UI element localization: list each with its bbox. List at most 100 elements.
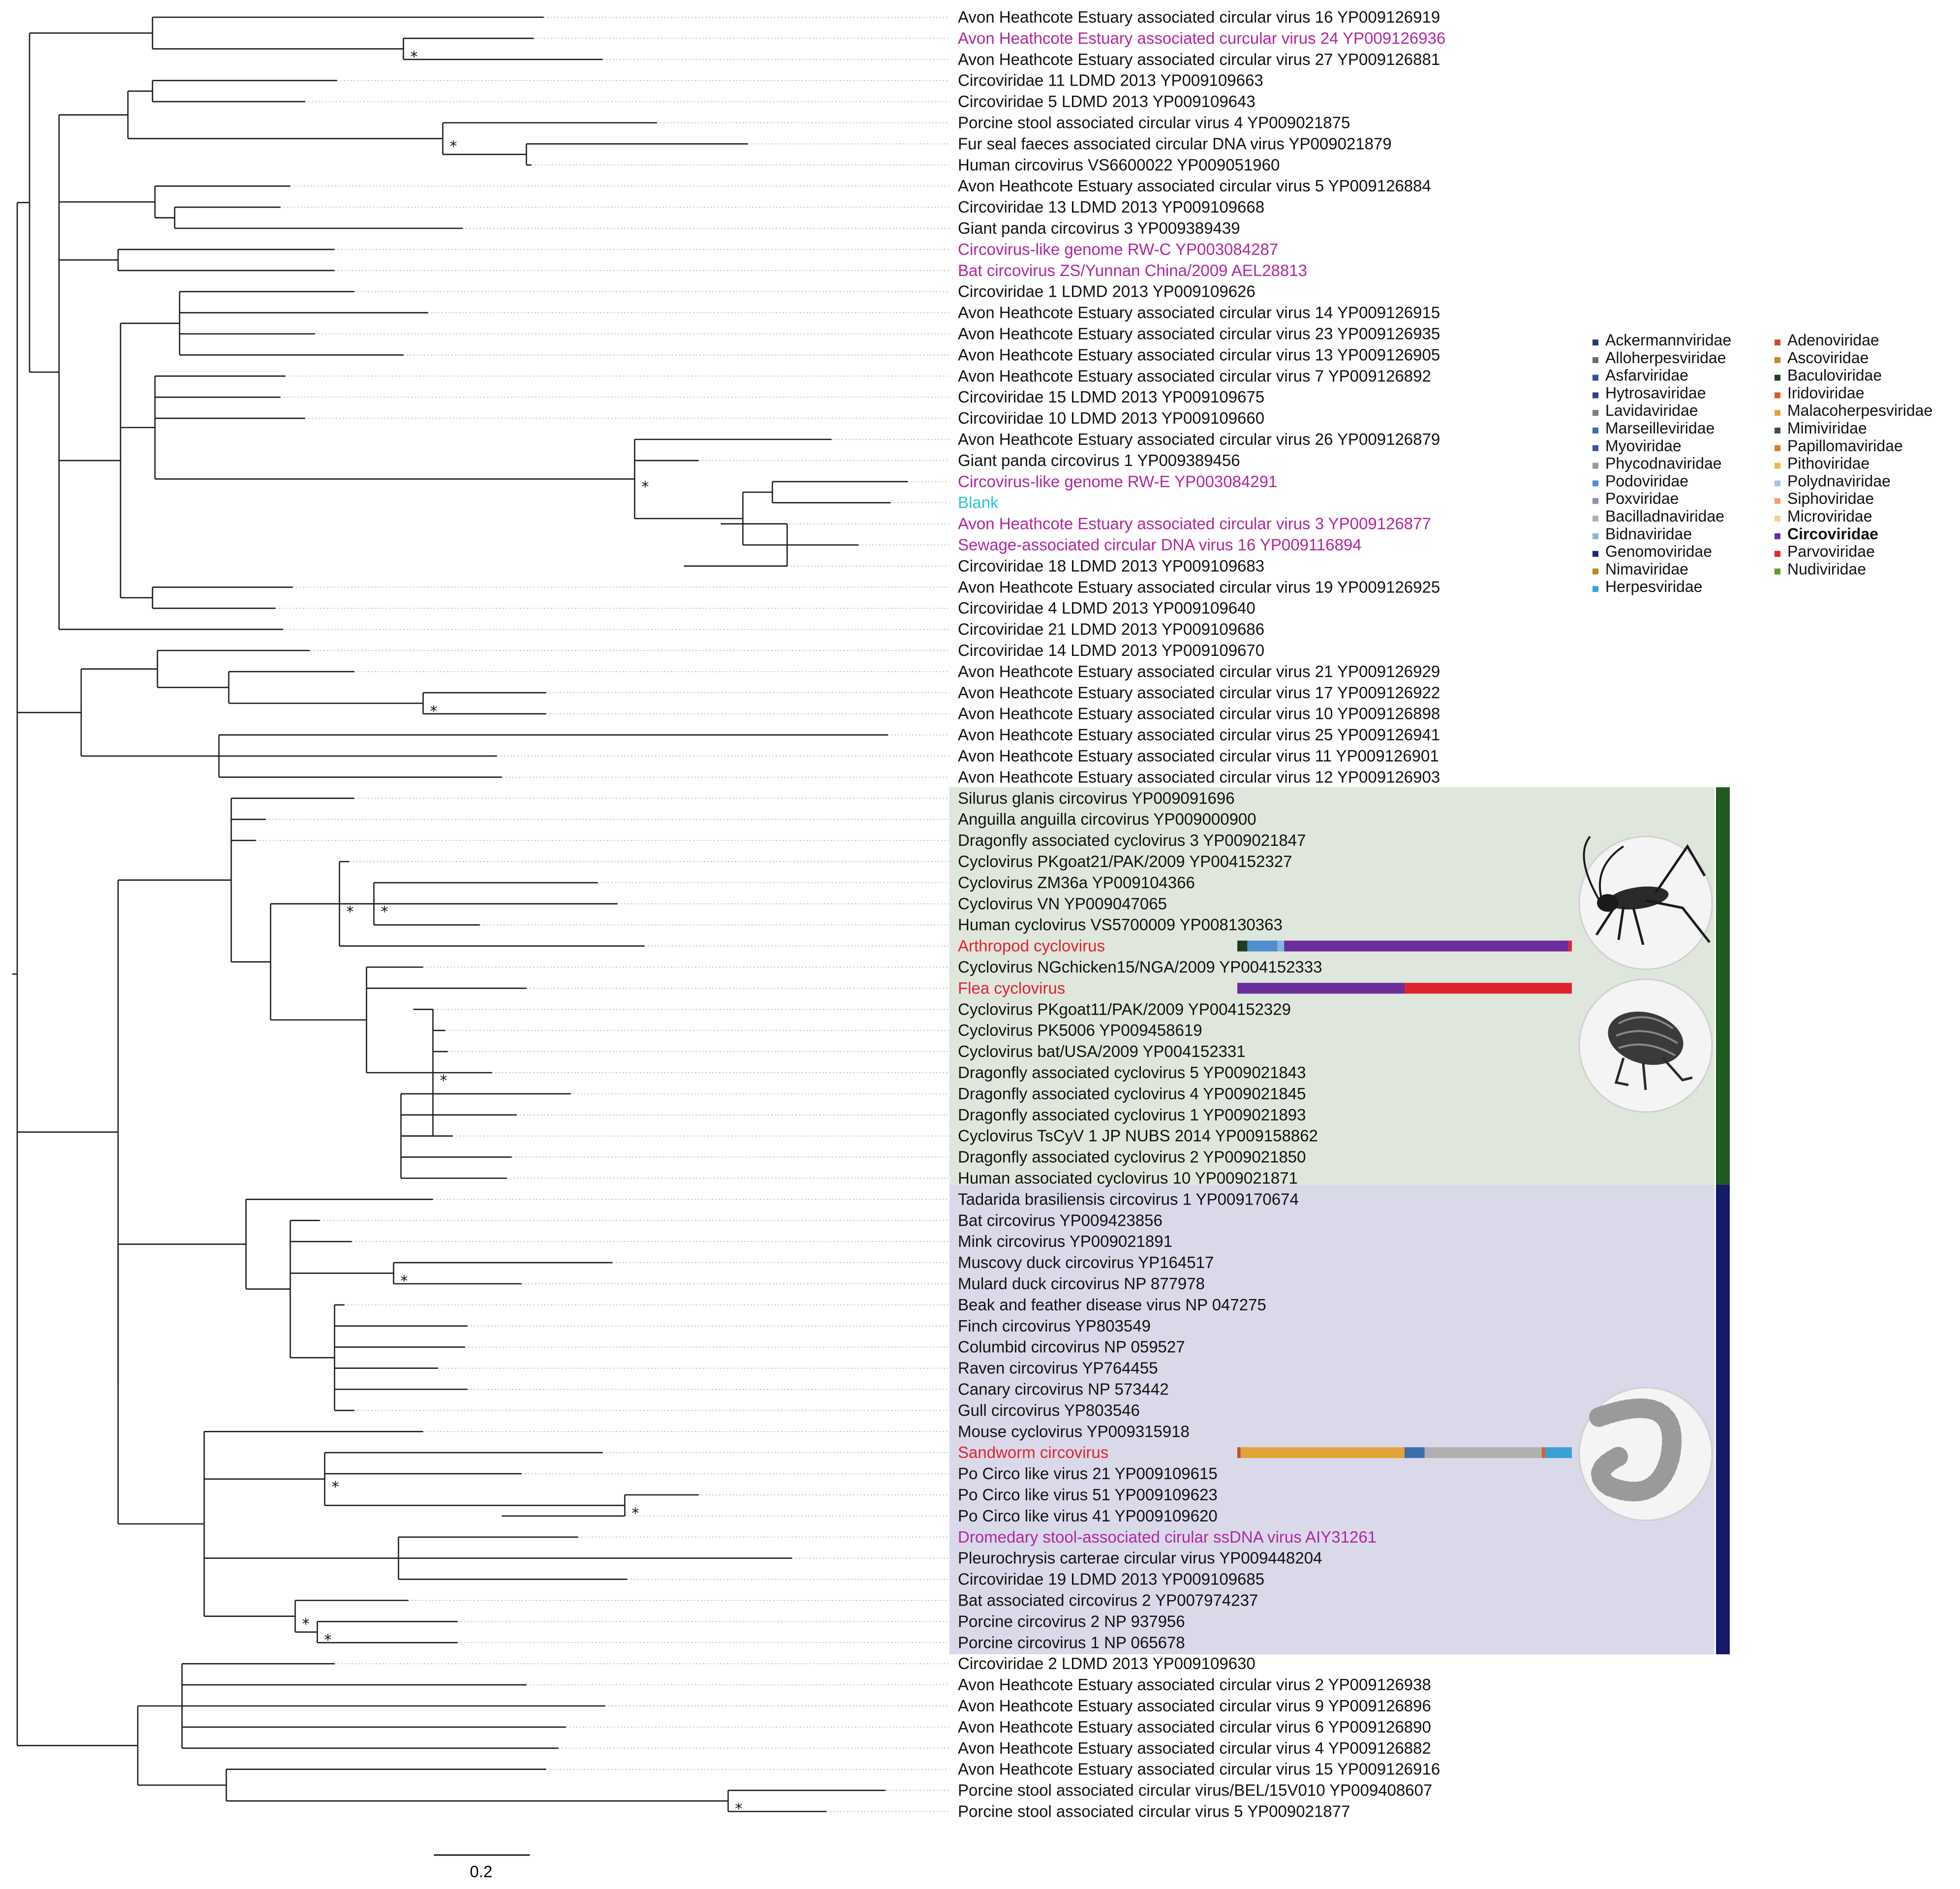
bar-segment-parvoviridae: [1568, 940, 1572, 952]
legend-label: Lavidaviridae: [1605, 402, 1698, 419]
taxon-label: Cyclovirus PKgoat21/PAK/2009 YP004152327: [958, 852, 1292, 870]
legend-label: Podoviridae: [1605, 472, 1688, 490]
taxon-label: Circoviridae 2 LDMD 2013 YP009109630: [958, 1654, 1256, 1672]
legend-label: Alloherpesviridae: [1605, 349, 1726, 367]
taxon-label: Cyclovirus NGchicken15/NGA/2009 YP004152…: [958, 958, 1322, 976]
legend-swatch: [1592, 568, 1598, 575]
taxon-label: Circoviridae 15 LDMD 2013 YP009109675: [958, 388, 1264, 406]
legend-label: Papillomaviridae: [1787, 437, 1903, 455]
taxon-label: Avon Heathcote Estuary associated circul…: [958, 726, 1440, 744]
taxon-label: Porcine circovirus 1 NP 065678: [958, 1633, 1185, 1651]
leader-lines: [256, 17, 949, 1812]
taxon-label: Cyclovirus VN YP009047065: [958, 895, 1167, 913]
taxon-label: Avon Heathcote Estuary associated circul…: [958, 662, 1440, 681]
legend-swatch: [1775, 392, 1780, 399]
legend-swatch: [1592, 392, 1598, 399]
support-star: *: [302, 1616, 309, 1633]
taxon-label: Cyclovirus PK5006 YP009458619: [958, 1021, 1202, 1039]
taxon-label: Raven circovirus YP764455: [958, 1359, 1158, 1377]
legend-label: Bacilladnaviridae: [1605, 507, 1724, 525]
taxon-label: Avon Heathcote Estuary associated circul…: [958, 1675, 1431, 1694]
bar-segment-herpesviridae: [1545, 1447, 1572, 1458]
taxon-label: Circoviridae 19 LDMD 2013 YP009109685: [958, 1570, 1264, 1588]
taxon-label: Circoviridae 4 LDMD 2013 YP009109640: [958, 599, 1256, 617]
support-star: *: [410, 48, 418, 65]
legend-swatch: [1775, 357, 1780, 363]
bar-segment-malacoherpesviridae: [1240, 1447, 1405, 1458]
taxon-label: Avon Heathcote Estuary associated circul…: [958, 1718, 1431, 1736]
taxon-label: Avon Heathcote Estuary associated circul…: [958, 177, 1431, 195]
bar-segment-marseilleviridae: [1405, 1447, 1425, 1458]
legend-swatch: [1592, 516, 1598, 522]
legend-label: Hytrosaviridae: [1605, 384, 1706, 402]
legend-label: Circoviridae: [1787, 525, 1878, 543]
legend-swatch: [1775, 498, 1780, 504]
support-star: *: [381, 903, 388, 921]
taxon-label: Bat circovirus ZS/Yunnan China/2009 AEL2…: [958, 261, 1307, 279]
taxon-label: Avon Heathcote Estuary associated circul…: [958, 1739, 1431, 1757]
legend-swatch: [1775, 568, 1780, 575]
legend-swatch: [1592, 445, 1598, 451]
sandworm-illustration: [1578, 1387, 1713, 1521]
support-star: *: [346, 903, 354, 921]
bar-segment-bacilladnaviridae: [1424, 1447, 1542, 1458]
legend-label: Herpesviridae: [1605, 578, 1702, 595]
taxon-label: Dragonfly associated cyclovirus 4 YP0090…: [958, 1084, 1306, 1103]
taxon-label: Columbid circovirus NP 059527: [958, 1338, 1185, 1356]
legend-swatch: [1775, 551, 1780, 557]
family-legend: AckermannviridaeAlloherpesviridaeAsfarvi…: [1592, 331, 1932, 595]
legend-label: Genomoviridae: [1605, 543, 1712, 560]
legend-swatch: [1592, 410, 1598, 416]
taxon-label: Blank: [958, 494, 999, 512]
scale-bar: 0.2: [434, 1854, 530, 1881]
taxon-label: Muscovy duck circovirus YP164517: [958, 1253, 1214, 1271]
taxon-label: Silurus glanis circovirus YP009091696: [958, 789, 1235, 807]
taxon-label: Circoviridae 21 LDMD 2013 YP009109686: [958, 620, 1264, 638]
taxon-label: Tadarida brasiliensis circovirus 1 YP009…: [958, 1190, 1299, 1208]
taxon-label: Human circovirus VS6600022 YP009051960: [958, 155, 1280, 174]
legend-label: Baculoviridae: [1787, 367, 1882, 384]
taxon-label: Circoviridae 18 LDMD 2013 YP009109683: [958, 557, 1264, 575]
taxon-label: Avon Heathcote Estuary associated circul…: [958, 578, 1440, 596]
taxon-label: Beak and feather disease virus NP 047275: [958, 1296, 1266, 1314]
support-star: *: [332, 1479, 339, 1496]
legend-swatch: [1775, 445, 1780, 451]
taxon-label: Circovirus-like genome RW-C YP003084287: [958, 240, 1278, 258]
legend-label: Pithoviridae: [1787, 455, 1869, 472]
taxon-label: Circoviridae 5 LDMD 2013 YP009109643: [958, 93, 1256, 111]
taxon-label: Circoviridae 11 LDMD 2013 YP009109663: [958, 71, 1263, 90]
taxon-label: Cyclovirus TsCyV 1 JP NUBS 2014 YP009158…: [958, 1127, 1318, 1145]
legend-label: Malacoherpesviridae: [1787, 402, 1932, 419]
taxon-label: Cyclovirus PKgoat11/PAK/2009 YP004152329: [958, 1000, 1291, 1018]
legend-label: Nimaviridae: [1605, 560, 1688, 578]
taxon-label: Avon Heathcote Estuary associated circul…: [958, 747, 1439, 765]
tree-branches: * * * * * * * * * * * * *: [12, 16, 908, 1818]
legend-label: Nudiviridae: [1787, 560, 1866, 578]
taxon-label: Avon Heathcote Estuary associated circul…: [958, 683, 1440, 702]
legend-swatch: [1775, 516, 1780, 522]
bar-segment-baculoviridae: [1237, 940, 1248, 952]
taxon-label: Sewage-associated circular DNA virus 16 …: [958, 536, 1362, 554]
bar-segment-bidnaviridae: [1277, 940, 1285, 952]
taxon-label: Porcine stool associated circular virus …: [958, 114, 1350, 132]
taxon-label: Po Circo like virus 51 YP009109623: [958, 1486, 1218, 1504]
taxon-label: Porcine stool associated circular virus/…: [958, 1781, 1432, 1799]
taxon-label: Human associated cyclovirus 10 YP0090218…: [958, 1169, 1298, 1187]
legend-swatch: [1775, 374, 1780, 381]
legend-label: Iridoviridae: [1787, 384, 1865, 402]
taxon-label: Anguilla anguilla circovirus YP009000900: [958, 810, 1256, 828]
taxon-label: Fur seal faeces associated circular DNA …: [958, 134, 1392, 153]
support-star: *: [440, 1072, 447, 1089]
taxon-label: Avon Heathcote Estuary associated circul…: [958, 705, 1440, 723]
taxon-label: Canary circovirus NP 573442: [958, 1380, 1169, 1398]
taxon-label: Sandworm circovirus: [958, 1443, 1108, 1461]
legend-label: Mimiviridae: [1787, 419, 1867, 437]
legend-label: Microviridae: [1787, 507, 1872, 525]
taxon-label: Mink circovirus YP009021891: [958, 1232, 1172, 1250]
taxon-label: Porcine stool associated circular virus …: [958, 1802, 1350, 1821]
legend-swatch: [1592, 357, 1598, 363]
taxon-label: Circoviridae 14 LDMD 2013 YP009109670: [958, 641, 1264, 659]
legend-swatch: [1592, 463, 1598, 469]
bar-segment-podoviridae: [1247, 940, 1278, 952]
